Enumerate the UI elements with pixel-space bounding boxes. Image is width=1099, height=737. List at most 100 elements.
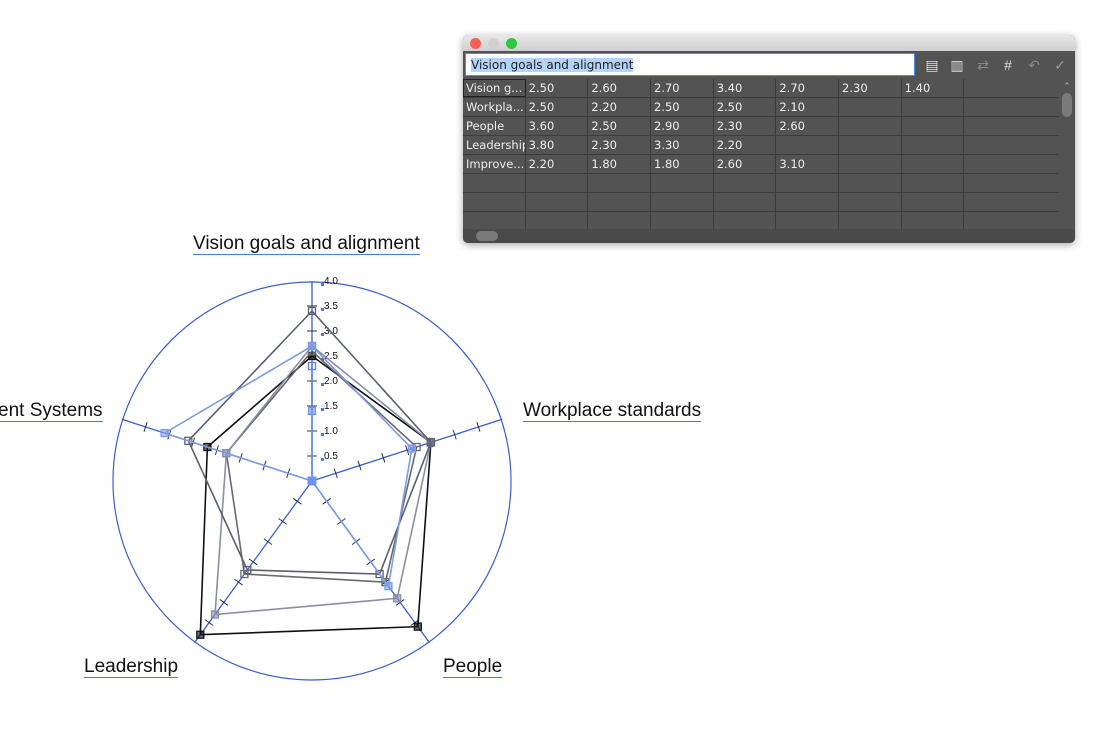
data-cell[interactable]: 2.50	[526, 98, 589, 116]
data-point	[375, 569, 384, 579]
row-label-cell[interactable]	[463, 193, 526, 211]
tick-marker	[321, 458, 324, 461]
data-cell[interactable]	[839, 193, 902, 211]
zoom-button[interactable]	[506, 38, 517, 49]
table-row: Workpla... 2.50 2.20 2.50 2.50 2.10	[463, 98, 1059, 117]
row-label-cell[interactable]: People	[463, 117, 526, 135]
data-cell[interactable]	[714, 193, 777, 211]
data-cell[interactable]	[902, 212, 965, 230]
data-cell[interactable]: 2.60	[588, 79, 652, 97]
data-cell[interactable]	[651, 193, 714, 211]
import-data-icon[interactable]: ▤	[925, 57, 939, 73]
data-cell[interactable]	[902, 193, 965, 211]
data-cell[interactable]: 2.30	[588, 136, 652, 154]
data-cell[interactable]	[526, 174, 589, 192]
data-cell[interactable]	[902, 117, 965, 135]
data-point	[196, 630, 205, 639]
data-cell[interactable]: 3.80	[526, 136, 589, 154]
data-cell[interactable]	[651, 174, 714, 192]
data-cell[interactable]	[714, 174, 777, 192]
data-cell[interactable]	[588, 174, 652, 192]
transpose-icon[interactable]: ▥	[950, 57, 964, 73]
scroll-thumb[interactable]	[1062, 93, 1072, 117]
row-label-cell[interactable]: Leadership	[463, 136, 526, 154]
close-button[interactable]	[470, 38, 481, 49]
data-cell[interactable]: 2.70	[651, 79, 714, 97]
data-cell[interactable]: 2.20	[588, 98, 652, 116]
axis-tick	[476, 422, 481, 432]
row-label-cell[interactable]: Vision g...	[463, 79, 526, 97]
data-cell[interactable]: 2.70	[776, 79, 840, 97]
data-cell[interactable]	[902, 98, 965, 116]
data-cell[interactable]: 2.50	[588, 117, 652, 135]
title-bar[interactable]	[463, 35, 1075, 51]
data-cell[interactable]	[964, 79, 1059, 97]
data-cell[interactable]: 3.10	[776, 155, 840, 173]
data-cell[interactable]	[964, 117, 1059, 135]
data-cell[interactable]	[964, 98, 1059, 116]
data-cell[interactable]: 2.10	[776, 98, 840, 116]
data-cell[interactable]: 2.20	[714, 136, 777, 154]
data-cell[interactable]	[839, 117, 902, 135]
data-cell[interactable]	[964, 193, 1059, 211]
data-cell[interactable]	[588, 193, 652, 211]
data-cell[interactable]	[902, 174, 965, 192]
data-cell[interactable]	[651, 212, 714, 230]
row-label-cell[interactable]	[463, 212, 526, 230]
apply-icon[interactable]: ✓	[1054, 57, 1066, 73]
row-label-cell[interactable]: Workpla...	[463, 98, 526, 116]
data-cell[interactable]	[776, 193, 840, 211]
data-cell[interactable]: 2.60	[776, 117, 840, 135]
data-cell[interactable]	[714, 212, 777, 230]
data-cell[interactable]	[839, 174, 902, 192]
data-cell[interactable]: 2.50	[651, 98, 714, 116]
data-cell[interactable]: 1.40	[902, 79, 965, 97]
data-cell[interactable]	[839, 136, 902, 154]
data-cell[interactable]: 2.30	[839, 79, 902, 97]
data-cell[interactable]: 2.50	[714, 98, 777, 116]
data-cell[interactable]	[526, 193, 589, 211]
data-cell[interactable]: 2.30	[714, 117, 777, 135]
row-label-cell[interactable]: Improve...	[463, 155, 526, 173]
axis-tick	[452, 429, 457, 440]
data-cell[interactable]: 1.80	[588, 155, 652, 173]
vertical-scrollbar[interactable]: ⌃	[1061, 81, 1073, 229]
data-cell[interactable]	[902, 155, 965, 173]
revert-icon[interactable]: ↶	[1028, 57, 1040, 73]
data-cell[interactable]	[964, 174, 1059, 192]
minimize-button[interactable]	[488, 38, 499, 49]
data-cell[interactable]: 3.60	[526, 117, 589, 135]
switch-xy-icon[interactable]: ⇄	[977, 57, 989, 73]
data-cell[interactable]	[839, 98, 902, 116]
data-point	[384, 582, 393, 591]
horizontal-scrollbar[interactable]	[463, 229, 1075, 243]
tick-marker	[321, 408, 324, 411]
data-cell[interactable]: 3.30	[651, 136, 714, 154]
series-line	[162, 344, 413, 589]
axis-tick	[143, 422, 148, 432]
data-cell[interactable]	[964, 212, 1059, 230]
axis-tick	[219, 599, 229, 606]
cell-style-icon[interactable]: #	[1004, 57, 1012, 73]
data-cell[interactable]: 2.60	[714, 155, 777, 173]
data-cell[interactable]: 2.90	[651, 117, 714, 135]
data-cell[interactable]	[839, 212, 902, 230]
cell-value-input[interactable]: Vision goals and alignment	[465, 53, 915, 76]
data-cell[interactable]: 1.80	[651, 155, 714, 173]
tick-marker	[321, 358, 324, 361]
row-label-cell[interactable]	[463, 174, 526, 192]
data-cell[interactable]	[588, 212, 652, 230]
data-cell[interactable]: 3.40	[714, 79, 777, 97]
data-cell[interactable]: 2.20	[526, 155, 589, 173]
data-cell[interactable]	[526, 212, 589, 230]
tick-label: 0.5	[324, 451, 338, 462]
data-cell[interactable]: 2.50	[526, 79, 589, 97]
data-cell[interactable]	[964, 136, 1059, 154]
data-cell[interactable]	[964, 155, 1059, 173]
data-cell[interactable]	[839, 155, 902, 173]
data-cell[interactable]	[902, 136, 965, 154]
data-cell[interactable]	[776, 174, 840, 192]
data-cell[interactable]	[776, 212, 840, 230]
data-cell[interactable]	[776, 136, 840, 154]
hscroll-thumb[interactable]	[476, 231, 498, 241]
